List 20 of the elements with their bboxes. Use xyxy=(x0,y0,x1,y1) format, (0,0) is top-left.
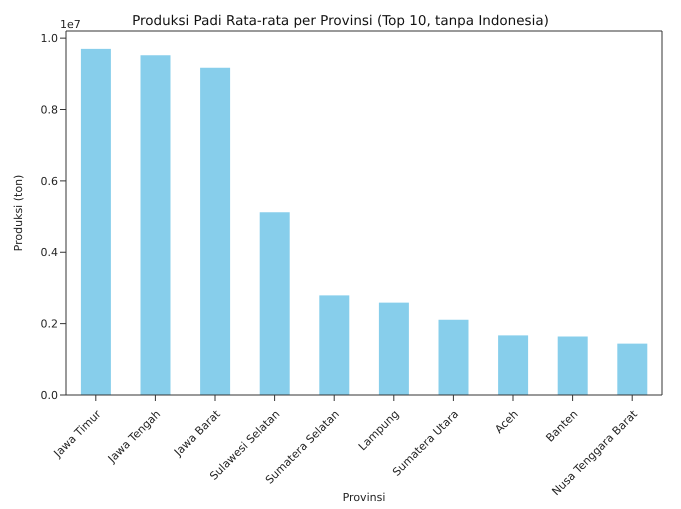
y-tick-label: 0.0 xyxy=(40,388,58,402)
y-tick-label: 0.6 xyxy=(40,174,58,188)
bar xyxy=(498,335,528,395)
bar xyxy=(438,320,468,395)
chart-title: Produksi Padi Rata-rata per Provinsi (Top 10, tanpa Indonesia) xyxy=(132,13,549,29)
y-tick-label: 0.2 xyxy=(40,318,58,331)
bar xyxy=(617,344,648,395)
bar xyxy=(319,295,350,395)
bar xyxy=(558,336,588,395)
bar xyxy=(260,212,290,395)
y-tick-label: 0.4 xyxy=(40,246,58,260)
y-tick-label: 1.0 xyxy=(40,32,58,46)
bar xyxy=(80,48,111,395)
bar xyxy=(200,68,230,395)
bar xyxy=(140,55,170,395)
x-axis-title: Provinsi xyxy=(342,491,386,504)
bar xyxy=(378,302,409,395)
y-axis-title: Produksi (ton) xyxy=(12,174,25,252)
annotation: 1e7 xyxy=(60,18,81,31)
y-tick-label: 0.8 xyxy=(40,103,58,116)
